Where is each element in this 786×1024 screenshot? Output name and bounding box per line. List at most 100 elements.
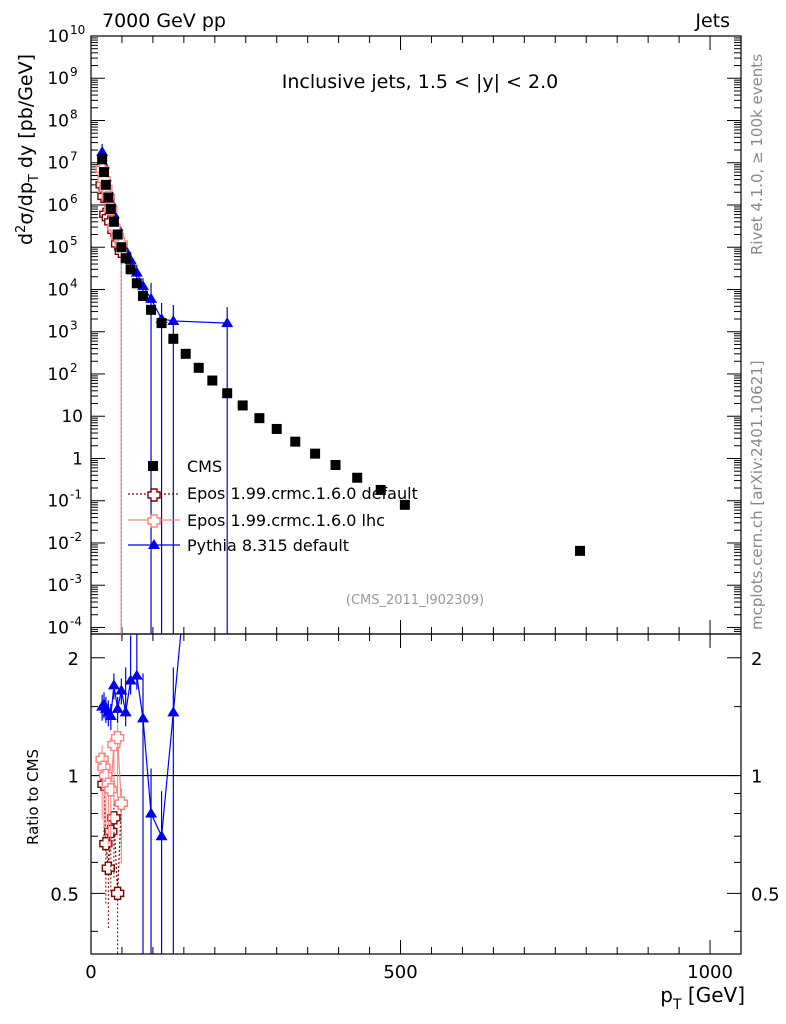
cms-point xyxy=(125,264,136,275)
y-tick-label-exponent: 5 xyxy=(70,234,78,248)
y-tick-label-exponent: 9 xyxy=(70,65,78,79)
ratio-epos-lhc-point xyxy=(110,730,125,745)
ratio-epos-default-point xyxy=(101,861,116,875)
y-tick-label: 10 xyxy=(61,407,83,427)
ratio-pythia-point xyxy=(115,684,128,695)
cms-point xyxy=(237,400,248,411)
cms-point xyxy=(131,278,142,289)
y-tick-label: 10 xyxy=(47,323,69,343)
legend-epos-lhc-marker xyxy=(147,514,161,528)
process-title: Jets xyxy=(694,10,730,32)
y-tick-label: 10 xyxy=(47,238,69,258)
ratio-y-tick-label-right: 1 xyxy=(751,767,762,788)
y-tick-label-exponent: 10 xyxy=(70,23,85,37)
cms-point xyxy=(222,388,233,399)
legend: CMS Epos 1.99.crmc.1.6.0 default Epos 1.… xyxy=(128,457,418,555)
cms-point xyxy=(116,242,127,253)
ratio-axis-ticks: 0.5 0.5 1 1 2 2 xyxy=(50,649,780,932)
ratio-series-group xyxy=(95,633,182,954)
x-tick-label: 0 xyxy=(85,962,96,983)
ratio-y-tick-label-left: 2 xyxy=(68,649,79,670)
x-axis-label: pT [GeV] xyxy=(660,983,745,1013)
y-tick-label-exponent: 3 xyxy=(70,319,78,333)
cms-point xyxy=(310,448,321,459)
pythia-point xyxy=(145,292,158,303)
ratio-pythia-point xyxy=(124,674,137,685)
cms-point xyxy=(193,362,204,373)
cms-point xyxy=(100,179,111,190)
y-tick-label-exponent: 4 xyxy=(70,276,78,290)
ratio-y-tick-label-left: 0.5 xyxy=(50,884,79,905)
cms-point xyxy=(399,499,410,510)
legend-pythia-label: Pythia 8.315 default xyxy=(187,536,349,555)
legend-pythia-marker xyxy=(148,539,160,549)
cms-point xyxy=(575,545,586,556)
cms-point xyxy=(168,333,179,344)
y-tick-label: 10 xyxy=(47,534,69,554)
plot-title: Inclusive jets, 1.5 < |y| < 2.0 xyxy=(282,71,558,93)
y-tick-label-exponent: -2 xyxy=(70,530,82,544)
y-tick-label: 10 xyxy=(47,69,69,89)
cms-point xyxy=(330,460,341,471)
y-tick-label-exponent: -1 xyxy=(70,488,82,502)
ratio-pythia-point xyxy=(145,807,158,818)
y-tick-label: 10 xyxy=(47,111,69,131)
cms-point xyxy=(146,304,157,315)
beam-title: 7000 GeV pp xyxy=(102,10,226,32)
y-tick-label: 1 xyxy=(72,449,83,469)
ratio-pythia-point xyxy=(104,709,117,720)
y-tick-label: 10 xyxy=(47,365,69,385)
analysis-label: (CMS_2011_I902309) xyxy=(346,593,484,608)
cms-point xyxy=(112,229,123,240)
y-tick-label-exponent: 2 xyxy=(70,361,78,375)
ratio-y-axis-label: Ratio to CMS xyxy=(24,749,42,845)
ratio-pythia-point xyxy=(107,679,120,690)
cms-point xyxy=(97,154,108,165)
legend-epos-default-marker xyxy=(147,488,161,502)
legend-epos-default-label: Epos 1.99.crmc.1.6.0 default xyxy=(187,484,418,503)
y-tick-label-exponent: 7 xyxy=(70,150,78,164)
ratio-y-tick-label-left: 1 xyxy=(68,767,79,788)
x-tick-label: 500 xyxy=(383,962,417,983)
ratio-pythia-point xyxy=(130,669,143,680)
y-tick-label: 10 xyxy=(47,576,69,596)
ratio-epos-default-point xyxy=(110,886,125,901)
cms-point xyxy=(108,216,119,227)
ratio-y-tick-label-right: 2 xyxy=(751,649,762,670)
rivet-version-label: Rivet 4.1.0, ≥ 100k events xyxy=(748,54,766,255)
pythia-point xyxy=(221,317,234,328)
cms-point xyxy=(103,192,114,203)
cms-point xyxy=(290,436,301,447)
y-tick-label-exponent: -3 xyxy=(70,572,82,586)
y-tick-label-exponent: 6 xyxy=(70,192,78,206)
y-tick-label: 10 xyxy=(47,280,69,300)
ratio-epos-default-point xyxy=(99,836,113,851)
ratio-pythia-point xyxy=(119,706,132,717)
cms-point xyxy=(105,204,116,215)
y-axis-label: d2σ/dpT dy [pb/GeV] xyxy=(14,54,42,245)
ratio-plot-frame xyxy=(90,633,742,955)
legend-cms-label: CMS xyxy=(187,457,222,476)
ratio-pythia-point xyxy=(167,706,180,717)
ratio-epos-lhc-point xyxy=(114,796,129,810)
cms-point xyxy=(156,318,167,329)
pythia-point xyxy=(96,145,109,156)
ratio-pythia-point xyxy=(155,830,168,841)
y-tick-label-exponent: 8 xyxy=(70,107,78,121)
y-tick-label: 10 xyxy=(47,27,69,47)
pythia-point xyxy=(167,314,180,325)
y-tick-label: 10 xyxy=(47,196,69,216)
main-series-group xyxy=(95,143,586,634)
cms-point xyxy=(375,484,386,495)
x-tick-label: 1000 xyxy=(687,962,733,983)
mcplots-label: mcplots.cern.ch [arXiv:2401.10621] xyxy=(748,360,766,630)
legend-cms-marker xyxy=(148,461,158,471)
ratio-epos-default-point xyxy=(107,811,121,825)
cms-point xyxy=(254,413,265,424)
cms-point xyxy=(138,291,148,302)
ratio-pythia-point xyxy=(111,702,124,713)
ratio-y-tick-label-right: 0.5 xyxy=(751,884,780,905)
cms-point xyxy=(180,348,191,359)
